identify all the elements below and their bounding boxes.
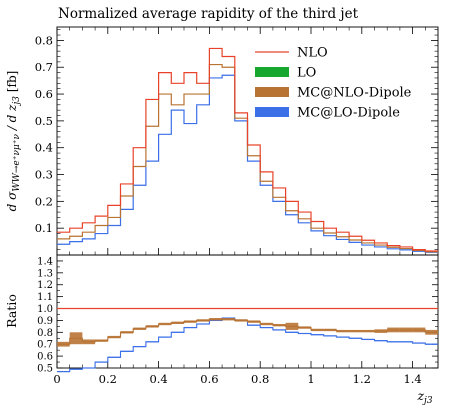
y-tick-label: 0.1 bbox=[35, 221, 53, 235]
series-line-mc-lo-dipole bbox=[57, 74, 438, 253]
main-x-axis-ticks bbox=[56, 27, 426, 255]
legend-swatch bbox=[255, 67, 289, 77]
chart-title: Normalized average rapidity of the third… bbox=[58, 6, 359, 22]
ratio-y-tick-label: 0.8 bbox=[37, 328, 53, 339]
ratio-y-tick-label: 0.5 bbox=[37, 364, 53, 375]
y-axis-label: d σWW→e⁺νμ⁺ν / d zj3 [fb] bbox=[5, 71, 22, 212]
x-tick-label: 0.8 bbox=[251, 372, 269, 386]
y-tick-label: 0.3 bbox=[35, 168, 53, 182]
main-panel: 0.1 0.2 0.3 0.4 0.5 0.6 0.7 0.8 d σWW→e⁺νμ⁺ν / … bbox=[5, 26, 439, 256]
ratio-panel: 0.50.60.70.80.91.01.11.21.31.4 0 0.2 0.4 0.… bbox=[4, 254, 439, 386]
legend-swatch bbox=[255, 107, 289, 117]
ratio-series-group bbox=[57, 307, 438, 373]
y-tick-label: 0.5 bbox=[35, 114, 53, 128]
ratio-plot-frame bbox=[56, 254, 439, 369]
legend-label: MC@LO-Dipole bbox=[297, 106, 400, 121]
ratio-line-mc-nlo-dipole-nlo bbox=[57, 318, 438, 345]
x-tick-label: 0.2 bbox=[99, 372, 117, 386]
x-tick-label: 1 bbox=[307, 372, 314, 386]
legend: NLO LO MC@NLO-Dipole MC@LO-Dipole bbox=[255, 46, 412, 121]
ratio-y-tick-label: 0.7 bbox=[37, 340, 53, 351]
x-tick-label: 1.2 bbox=[353, 372, 371, 386]
ratio-y-tick-label: 0.9 bbox=[37, 316, 53, 327]
ratio-x-axis: 0 0.2 0.4 0.6 0.8 1 1.2 1.4 bbox=[53, 361, 426, 386]
ratio-y-axis: 0.50.60.70.80.91.01.11.21.31.4 bbox=[37, 256, 438, 375]
x-tick-label: 0 bbox=[53, 372, 60, 386]
ratio-y-tick-label: 1.2 bbox=[37, 280, 53, 291]
series-line-nlo bbox=[57, 47, 438, 252]
y-tick-label: 0.7 bbox=[35, 60, 53, 74]
legend-label: NLO bbox=[297, 46, 328, 61]
x-axis-label: zj3 bbox=[416, 388, 432, 406]
ratio-y-tick-label: 1.1 bbox=[37, 292, 53, 303]
y-tick-label: 0.2 bbox=[35, 194, 53, 208]
ratio-y-tick-label: 1.4 bbox=[37, 256, 53, 267]
x-tick-label: 1.4 bbox=[403, 372, 421, 386]
x-tick-label: 0.4 bbox=[149, 372, 167, 386]
ratio-y-tick-label: 1.0 bbox=[37, 304, 53, 315]
ratio-y-label: Ratio bbox=[4, 294, 19, 328]
ratio-line-mc-lo-dipole-nlo bbox=[57, 317, 438, 373]
main-y-axis: 0.1 0.2 0.3 0.4 0.5 0.6 0.7 0.8 bbox=[35, 29, 438, 250]
y-tick-label: 0.6 bbox=[35, 87, 53, 101]
y-tick-label: 0.4 bbox=[35, 141, 53, 155]
ratio-y-tick-label: 0.6 bbox=[37, 352, 53, 363]
legend-label: LO bbox=[297, 66, 316, 81]
main-series-group bbox=[57, 47, 438, 253]
legend-label: MC@NLO-Dipole bbox=[297, 86, 412, 101]
y-tick-label: 0.8 bbox=[35, 33, 53, 47]
legend-swatch bbox=[255, 87, 289, 97]
ratio-y-tick-label: 1.3 bbox=[37, 268, 53, 279]
x-tick-label: 0.6 bbox=[200, 372, 218, 386]
